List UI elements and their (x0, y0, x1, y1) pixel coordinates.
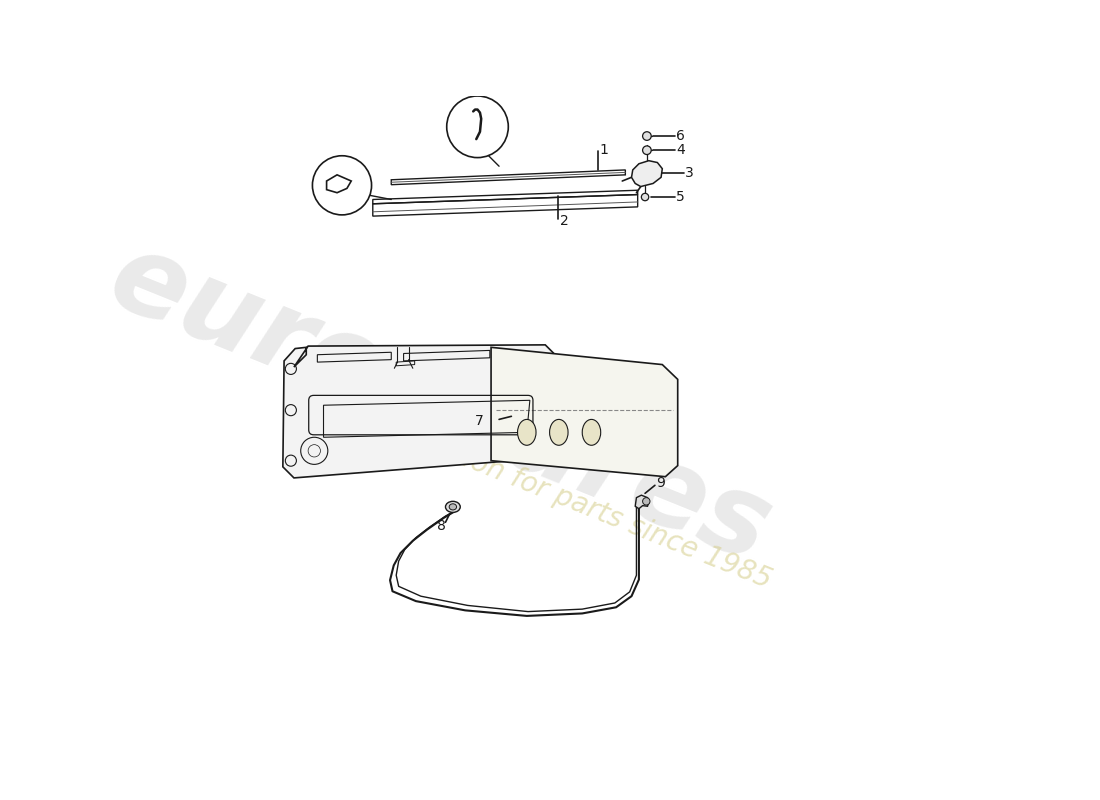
Polygon shape (283, 345, 557, 478)
Polygon shape (491, 347, 678, 477)
Text: 3: 3 (685, 166, 694, 180)
Ellipse shape (517, 419, 536, 446)
Text: 5: 5 (675, 190, 684, 204)
Text: 6: 6 (675, 129, 684, 143)
Ellipse shape (446, 502, 460, 513)
Circle shape (447, 96, 508, 158)
Circle shape (312, 156, 372, 215)
Text: eurospares: eurospares (95, 223, 786, 585)
Text: 8: 8 (438, 519, 447, 533)
Text: 2: 2 (560, 214, 569, 228)
Ellipse shape (550, 419, 568, 446)
Circle shape (642, 498, 650, 505)
Polygon shape (635, 495, 649, 509)
Ellipse shape (582, 419, 601, 446)
Circle shape (641, 194, 649, 201)
Ellipse shape (449, 504, 456, 510)
Polygon shape (631, 161, 662, 186)
Circle shape (642, 132, 651, 140)
Text: 1: 1 (600, 142, 608, 157)
Text: 9: 9 (656, 476, 666, 490)
Text: 7: 7 (475, 414, 484, 428)
Text: 4: 4 (675, 143, 684, 158)
Circle shape (642, 146, 651, 154)
Text: a passion for parts since 1985: a passion for parts since 1985 (376, 411, 776, 594)
